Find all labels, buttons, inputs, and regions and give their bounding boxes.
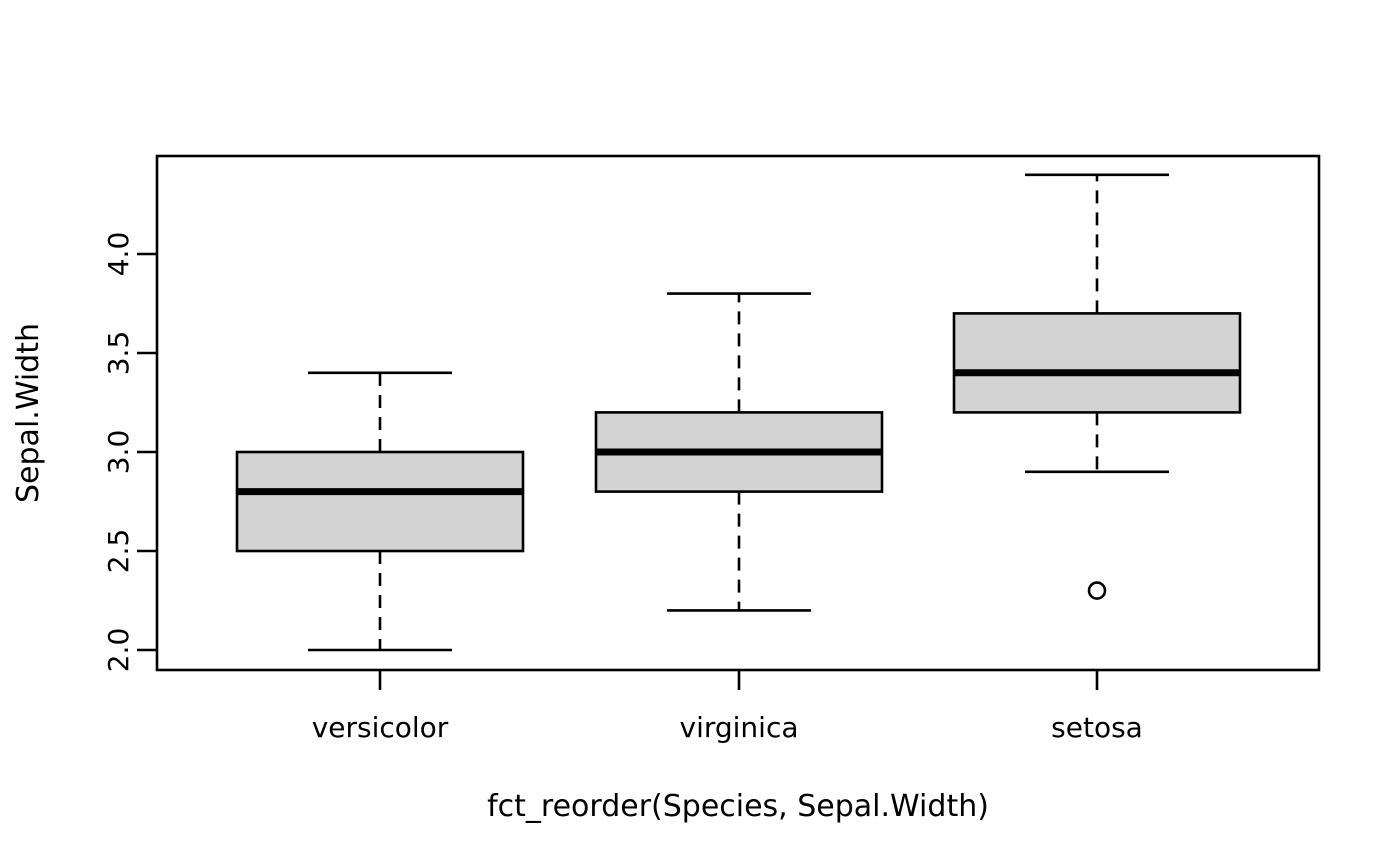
x-tick-label-versicolor: versicolor bbox=[312, 711, 449, 744]
outliers-layer bbox=[1087, 581, 1107, 600]
y-tick-label-3.0: 3.0 bbox=[102, 430, 135, 475]
y-axis-title: Sepal.Width bbox=[11, 323, 46, 503]
y-tick-label-2.5: 2.5 bbox=[102, 529, 135, 574]
x-tick-label-virginica: virginica bbox=[680, 711, 799, 744]
whiskers-layer bbox=[308, 173, 1169, 652]
box-versicolor bbox=[235, 450, 525, 553]
y-tick-label-3.5: 3.5 bbox=[102, 331, 135, 376]
box-setosa bbox=[952, 312, 1242, 414]
y-tick-label-2.0: 2.0 bbox=[102, 628, 135, 673]
x-axis-title: fct_reorder(Species, Sepal.Width) bbox=[487, 789, 989, 824]
y-tick-label-4.0: 4.0 bbox=[102, 232, 135, 277]
axes-layer: 2.0 2.5 3.0 3.5 4.0 versicolor virginica setosa bbox=[102, 154, 1321, 744]
labels-layer: Sepal.Width fct_reorder(Species, Sepal.W… bbox=[11, 323, 989, 824]
boxes-layer bbox=[235, 312, 1242, 553]
outlier-setosa-0 bbox=[1087, 581, 1107, 600]
x-tick-label-setosa: setosa bbox=[1051, 711, 1143, 744]
